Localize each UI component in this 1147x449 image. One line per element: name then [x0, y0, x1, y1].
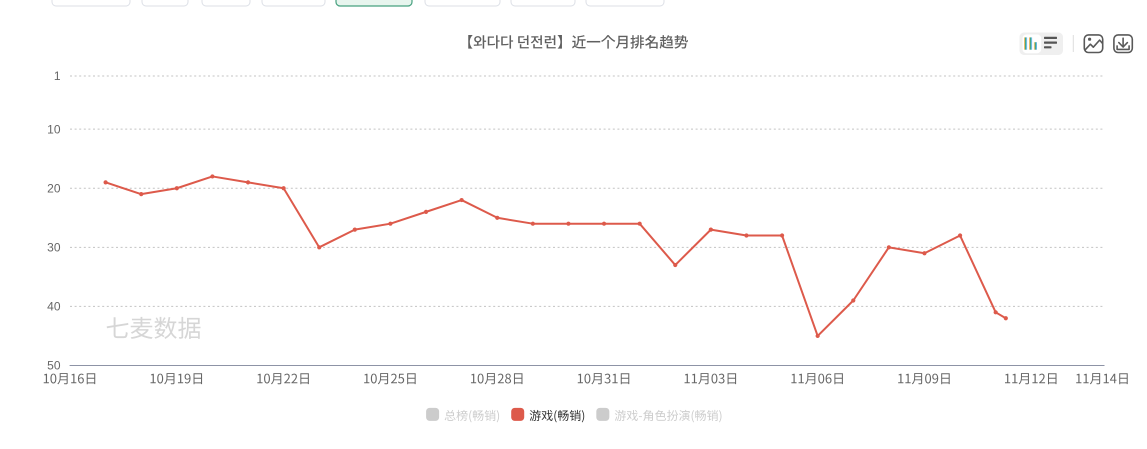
svg-text:1: 1	[54, 69, 61, 83]
svg-text:50: 50	[47, 359, 61, 373]
svg-text:20: 20	[47, 181, 61, 195]
svg-text:30: 30	[47, 240, 61, 254]
svg-text:40: 40	[47, 300, 61, 314]
svg-text:10: 10	[47, 122, 61, 136]
